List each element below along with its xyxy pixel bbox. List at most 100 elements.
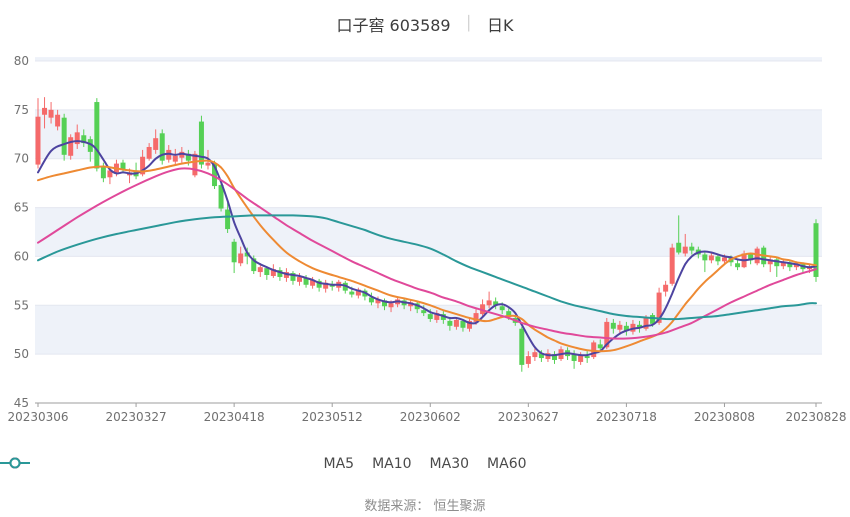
- candle: [290, 271, 296, 285]
- candle: [355, 287, 361, 299]
- y-tick-label: 60: [14, 249, 29, 263]
- y-tick-label: 70: [14, 152, 29, 166]
- candle: [238, 246, 244, 267]
- y-tick-label: 75: [14, 103, 29, 117]
- title-divider: │: [464, 16, 474, 32]
- candle: [179, 146, 185, 163]
- candle: [94, 98, 100, 172]
- candle: [532, 348, 538, 361]
- x-tick-label: 20230306: [7, 410, 68, 424]
- x-tick-label: 20230808: [694, 410, 755, 424]
- candle: [584, 351, 590, 363]
- candle: [42, 97, 48, 129]
- candle: [421, 305, 427, 317]
- ma5-line: [37, 140, 817, 357]
- candle: [231, 238, 237, 274]
- ma10-line: [37, 159, 817, 353]
- candle: [669, 243, 675, 286]
- candle: [55, 109, 61, 131]
- candle: [519, 326, 525, 372]
- y-tick-label: 80: [14, 54, 29, 68]
- candle: [172, 148, 178, 166]
- data-source-note: 数据来源： 恒生聚源: [364, 499, 486, 514]
- chart-legend: MA5 MA10 MA30 MA60: [0, 456, 850, 472]
- candle: [48, 102, 54, 124]
- y-tick-label: 45: [14, 396, 29, 410]
- candle: [251, 255, 257, 275]
- candle: [676, 215, 682, 255]
- y-tick-label: 55: [14, 298, 29, 312]
- candle: [35, 98, 41, 169]
- y-axis-labels: 45 50 55 60 65 70 75 80: [14, 54, 29, 410]
- ma30-line: [37, 167, 817, 340]
- legend-label: MA30: [429, 456, 470, 472]
- candle: [74, 124, 80, 149]
- candle: [68, 134, 74, 160]
- candle: [153, 129, 159, 154]
- candle: [486, 291, 492, 309]
- x-tick-label: 20230828: [785, 410, 846, 424]
- candle: [754, 246, 760, 266]
- candle: [218, 180, 224, 212]
- period-label: 日K: [487, 16, 514, 35]
- y-tick-label: 50: [14, 347, 29, 361]
- y-tick-label: 65: [14, 201, 29, 215]
- candle: [460, 318, 466, 332]
- x-tick-label: 20230602: [400, 410, 461, 424]
- legend-label: MA5: [323, 456, 355, 472]
- candle: [447, 317, 453, 331]
- candle: [813, 219, 819, 282]
- candle: [663, 280, 669, 297]
- x-tick-label: 20230327: [106, 410, 167, 424]
- candle: [264, 266, 270, 280]
- candle: [735, 259, 741, 271]
- x-axis-labels: 20230306 20230327 20230418 20230512 20230602…: [7, 410, 846, 424]
- candle: [81, 129, 87, 147]
- chart-title: 口子窖 603589 │ 日K: [0, 12, 850, 36]
- candle: [767, 256, 773, 273]
- candle: [493, 297, 499, 310]
- candle: [198, 115, 204, 169]
- candle: [368, 292, 374, 306]
- legend-item-ma30[interactable]: MA30: [0, 456, 470, 472]
- candle: [453, 317, 459, 330]
- candle: [525, 351, 531, 368]
- x-tick-label: 20230418: [204, 410, 265, 424]
- candle: [244, 247, 250, 265]
- candle: [225, 202, 231, 233]
- candle: [61, 113, 67, 161]
- legend-label: MA60: [487, 456, 527, 472]
- candle: [623, 321, 629, 336]
- legend-marker-icon: [0, 457, 30, 469]
- ma60-line: [37, 214, 817, 321]
- candle: [87, 136, 93, 162]
- candle: [787, 260, 793, 272]
- stock-name-code: 口子窖 603589: [336, 16, 451, 35]
- legend-label: MA10: [372, 456, 412, 472]
- background-bands: [35, 57, 822, 355]
- legend-item-ma60[interactable]: MA60: [0, 456, 527, 472]
- candle: [682, 233, 688, 257]
- candle: [277, 267, 283, 281]
- x-tick-label: 20230718: [596, 410, 657, 424]
- candle: [689, 242, 695, 255]
- candle: [316, 278, 322, 292]
- x-tick-label: 20230627: [498, 410, 559, 424]
- candle: [434, 310, 440, 323]
- candle: [159, 129, 165, 165]
- candle: [146, 143, 152, 161]
- candle: [591, 340, 597, 360]
- x-axis: [35, 402, 822, 407]
- legend-item-ma10[interactable]: MA10: [0, 456, 412, 472]
- candlestick-plot[interactable]: 45 50 55 60 65 70 75 80 20230306 20230327 20230418…: [0, 0, 850, 450]
- candle: [617, 320, 623, 335]
- candle: [551, 351, 557, 364]
- legend-item-ma5[interactable]: MA5: [0, 456, 355, 472]
- candle: [323, 279, 329, 293]
- x-tick-label: 20230512: [302, 410, 363, 424]
- candle: [257, 263, 263, 277]
- candle: [610, 318, 616, 334]
- candle: [702, 252, 708, 273]
- candle: [466, 317, 472, 332]
